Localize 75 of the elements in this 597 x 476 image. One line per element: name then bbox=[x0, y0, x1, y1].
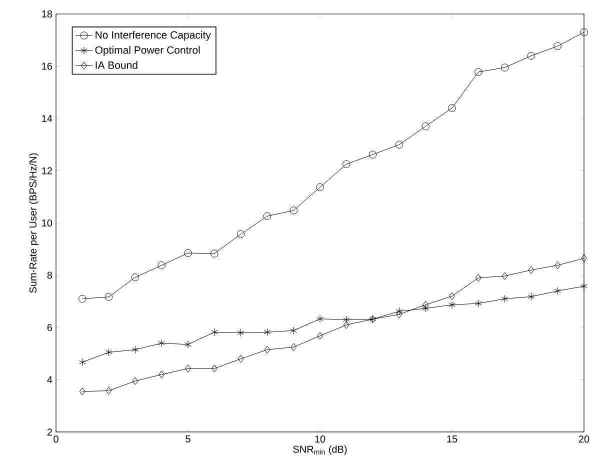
point bbox=[502, 272, 508, 280]
point bbox=[581, 254, 587, 262]
x-tick-label: 0 bbox=[54, 436, 58, 443]
y-tick-label: 6 bbox=[47, 324, 52, 332]
y-tick-label: 2 bbox=[47, 428, 52, 436]
point bbox=[422, 304, 429, 312]
point bbox=[316, 183, 324, 192]
point bbox=[368, 150, 377, 158]
point bbox=[264, 328, 271, 336]
y-tick-label: 12 bbox=[42, 167, 52, 174]
point bbox=[264, 346, 270, 354]
point bbox=[554, 261, 561, 270]
point bbox=[528, 266, 534, 274]
point bbox=[501, 294, 508, 303]
point bbox=[236, 230, 245, 238]
point bbox=[263, 212, 272, 220]
point bbox=[342, 160, 350, 168]
point bbox=[474, 68, 482, 76]
point bbox=[78, 294, 86, 303]
point bbox=[237, 328, 244, 337]
point bbox=[580, 28, 588, 36]
point bbox=[79, 358, 86, 366]
point bbox=[79, 388, 86, 396]
point bbox=[475, 274, 482, 282]
point bbox=[554, 287, 561, 295]
y-tick-label: 16 bbox=[42, 62, 52, 70]
point bbox=[158, 370, 165, 378]
point bbox=[422, 300, 429, 309]
point bbox=[211, 328, 218, 336]
point bbox=[105, 348, 112, 356]
point bbox=[316, 315, 324, 323]
y-tick-label: 4 bbox=[47, 376, 52, 384]
point bbox=[238, 354, 244, 363]
point bbox=[184, 249, 192, 257]
point bbox=[290, 343, 297, 351]
point bbox=[290, 206, 298, 214]
point bbox=[290, 326, 297, 334]
point bbox=[158, 261, 166, 270]
y-tick-label: 18 bbox=[42, 10, 52, 18]
legend-label: Optimal Power Control bbox=[95, 46, 200, 56]
point bbox=[106, 386, 112, 395]
point bbox=[210, 250, 218, 258]
point bbox=[211, 364, 218, 372]
point bbox=[500, 64, 509, 72]
y-tick-label: 8 bbox=[47, 272, 52, 279]
point bbox=[158, 339, 165, 348]
point bbox=[448, 104, 456, 112]
legend-label: IA Bound bbox=[96, 61, 138, 69]
point bbox=[396, 307, 403, 316]
point bbox=[132, 377, 138, 385]
x-tick-label: 10 bbox=[315, 436, 326, 443]
point bbox=[527, 52, 536, 60]
legend-label: No Interference Capacity bbox=[96, 30, 211, 41]
point bbox=[475, 300, 482, 308]
point bbox=[317, 332, 323, 340]
point bbox=[184, 340, 192, 348]
x-tick-label: 20 bbox=[578, 436, 590, 443]
point bbox=[449, 292, 455, 300]
x-tick-label: 5 bbox=[186, 436, 190, 442]
point bbox=[528, 292, 535, 301]
x-tick-label: 15 bbox=[447, 436, 458, 442]
y-tick-label: 14 bbox=[42, 115, 52, 122]
point bbox=[580, 282, 588, 290]
y-tick-label: 10 bbox=[42, 219, 52, 227]
point bbox=[131, 273, 140, 282]
point bbox=[422, 122, 430, 130]
point bbox=[395, 140, 404, 148]
point bbox=[185, 364, 191, 372]
point bbox=[448, 300, 456, 309]
x-axis-title: SNR$_{min}$ (dB) bbox=[293, 445, 347, 455]
point bbox=[132, 346, 139, 354]
point bbox=[104, 293, 113, 301]
point bbox=[396, 310, 402, 318]
y-axis-title: Sum-Rate per User (BPS/Hz/N) bbox=[29, 153, 38, 293]
point bbox=[554, 42, 562, 50]
